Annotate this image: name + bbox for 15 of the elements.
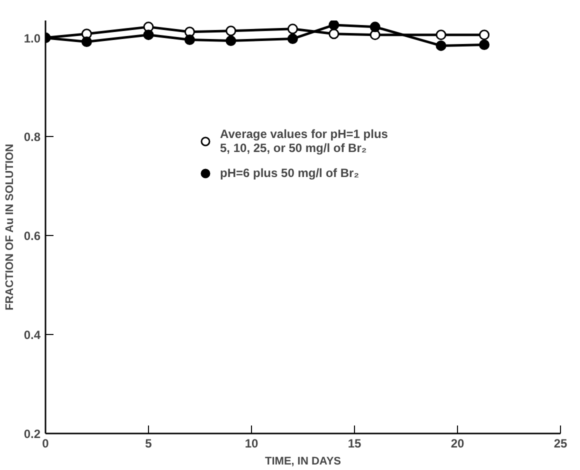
x-tick-label: 25 bbox=[554, 436, 568, 450]
legend-label: Average values for pH=1 plus 5, 10, 25, or 50 mg/l of Br₂ bbox=[220, 127, 388, 155]
y-tick-label: 0.2 bbox=[24, 427, 41, 441]
x-tick-label: 0 bbox=[42, 436, 50, 450]
y-tick-label: 0.6 bbox=[24, 229, 41, 244]
x-tick-label: 20 bbox=[450, 436, 464, 450]
y-tick-label: 0.4 bbox=[24, 328, 41, 342]
x-tick-label: 10 bbox=[244, 436, 258, 450]
y-tick-label: 1.0 bbox=[24, 31, 41, 46]
x-tick-label: 15 bbox=[348, 436, 362, 450]
legend-label: pH=6 plus 50 mg/l of Br₂ bbox=[220, 166, 360, 180]
y-tick-label: 0.8 bbox=[24, 130, 41, 144]
x-axis-title: TIME, IN DAYS bbox=[265, 456, 341, 468]
y-axis-title: FRACTION OF Au IN SOLUTION bbox=[4, 144, 16, 310]
x-tick-label: 5 bbox=[145, 436, 152, 450]
